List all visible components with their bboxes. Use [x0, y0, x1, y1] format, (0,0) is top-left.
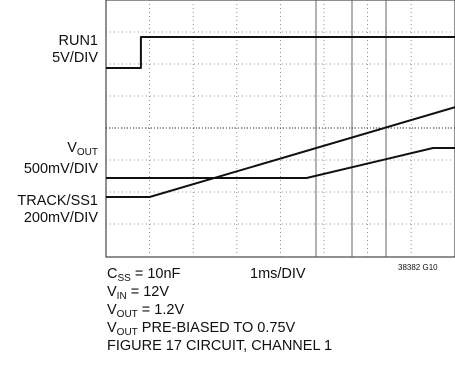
vout-channel-label: VOUT 500mV/DIV — [24, 140, 98, 178]
figure-code: 38382 G10 — [398, 263, 438, 272]
vout-trace — [106, 147, 455, 179]
track-ss1-trace — [106, 106, 455, 198]
condition-css: CSS = 10nF — [107, 266, 181, 284]
run1-trace — [106, 36, 455, 69]
run1-scale: 5V/DIV — [52, 50, 98, 66]
plot-grid — [105, 0, 455, 258]
condition-figure: FIGURE 17 CIRCUIT, CHANNEL 1 — [107, 338, 333, 354]
track-ss1-channel-label: TRACK/SS1 200mV/DIV — [17, 193, 98, 227]
condition-vin: VIN = 12V — [107, 284, 169, 302]
vout-scale: 500mV/DIV — [23, 161, 98, 177]
track-ss1-scale: 200mV/DIV — [23, 210, 98, 226]
time-per-div-label: 1ms/DIV — [250, 266, 306, 282]
vout-name: VOUT — [67, 140, 98, 158]
track-ss1-name: TRACK/SS1 — [17, 193, 98, 209]
condition-prebias: VOUT PRE-BIASED TO 0.75V — [107, 320, 296, 338]
run1-channel-label: RUN1 5V/DIV — [52, 33, 98, 67]
trace-group — [106, 36, 455, 198]
run1-name: RUN1 — [58, 33, 98, 49]
condition-vout: VOUT = 1.2V — [107, 302, 185, 320]
